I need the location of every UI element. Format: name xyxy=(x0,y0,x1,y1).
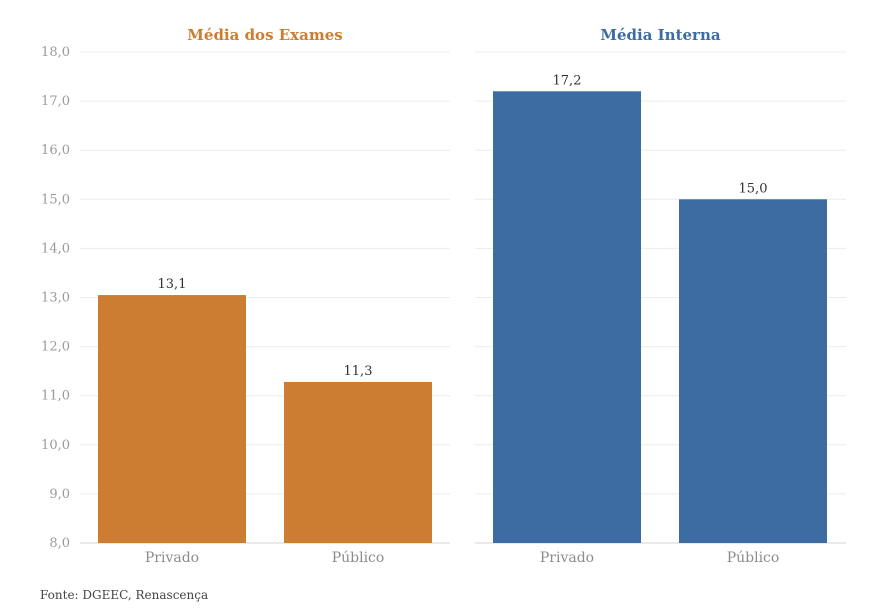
x-category-label: Público xyxy=(332,550,385,566)
y-tick-label: 10,0 xyxy=(41,438,70,453)
x-category-label: Público xyxy=(727,550,780,566)
y-tick-label: 17,0 xyxy=(41,94,70,109)
y-tick-label: 8,0 xyxy=(49,536,70,551)
bar-value-label: 11,3 xyxy=(344,364,373,379)
panel-title: Média dos Exames xyxy=(187,26,342,44)
y-tick-label: 11,0 xyxy=(41,389,70,404)
y-tick-label: 9,0 xyxy=(49,487,70,502)
y-tick-label: 13,0 xyxy=(41,291,70,306)
source-note: Fonte: DGEEC, Renascença xyxy=(40,588,209,602)
x-category-label: Privado xyxy=(540,550,594,566)
bar-privado xyxy=(493,91,641,543)
bar-value-label: 17,2 xyxy=(553,73,582,88)
y-tick-label: 15,0 xyxy=(41,192,70,207)
x-category-label: Privado xyxy=(145,550,199,566)
bar-privado xyxy=(98,295,246,543)
bar-público xyxy=(284,381,432,543)
y-tick-label: 18,0 xyxy=(41,45,70,60)
bar-value-label: 15,0 xyxy=(739,181,768,196)
y-tick-label: 12,0 xyxy=(41,340,70,355)
bar-público xyxy=(679,199,827,544)
y-tick-label: 14,0 xyxy=(41,241,70,256)
bar-value-label: 13,1 xyxy=(158,277,187,292)
y-tick-label: 16,0 xyxy=(41,143,70,158)
panel-title: Média Interna xyxy=(600,26,720,44)
